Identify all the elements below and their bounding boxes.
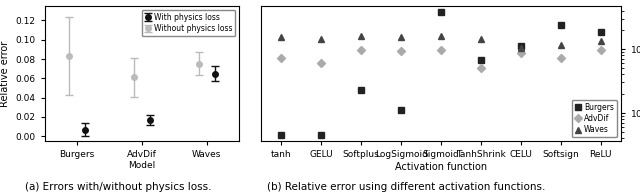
AdvDif (517, 51, 525, 54)
Burgers (397, 109, 405, 111)
AdvDif (357, 49, 365, 52)
AdvDif (437, 49, 445, 52)
Waves (397, 36, 405, 38)
AdvDif (597, 48, 605, 51)
Line: Waves: Waves (278, 33, 604, 50)
Burgers (437, 11, 445, 13)
Legend: Burgers, AdvDif, Waves: Burgers, AdvDif, Waves (572, 100, 617, 137)
Burgers (597, 31, 605, 33)
Waves (557, 44, 564, 46)
AdvDif (277, 57, 285, 59)
Waves (597, 40, 605, 42)
Text: (a) Errors with/without physics loss.: (a) Errors with/without physics loss. (25, 182, 212, 192)
Burgers (357, 89, 365, 91)
Line: Burgers: Burgers (278, 9, 604, 138)
Line: AdvDif: AdvDif (278, 47, 604, 71)
AdvDif (397, 50, 405, 52)
Waves (317, 38, 325, 40)
Text: (b) Relative error using different activation functions.: (b) Relative error using different activ… (268, 182, 545, 192)
Waves (357, 35, 365, 37)
Burgers (277, 134, 285, 136)
Burgers (557, 24, 564, 26)
AdvDif (557, 57, 564, 59)
X-axis label: Activation function: Activation function (395, 162, 487, 172)
AdvDif (317, 62, 325, 64)
Waves (517, 46, 525, 49)
Burgers (317, 134, 325, 136)
AdvDif (477, 67, 485, 69)
Legend: With physics loss, Without physics loss: With physics loss, Without physics loss (141, 10, 236, 36)
Burgers (477, 59, 485, 61)
Burgers (517, 45, 525, 48)
Y-axis label: Relative error: Relative error (0, 40, 10, 107)
Waves (477, 38, 485, 40)
Waves (437, 35, 445, 37)
Waves (277, 36, 285, 38)
